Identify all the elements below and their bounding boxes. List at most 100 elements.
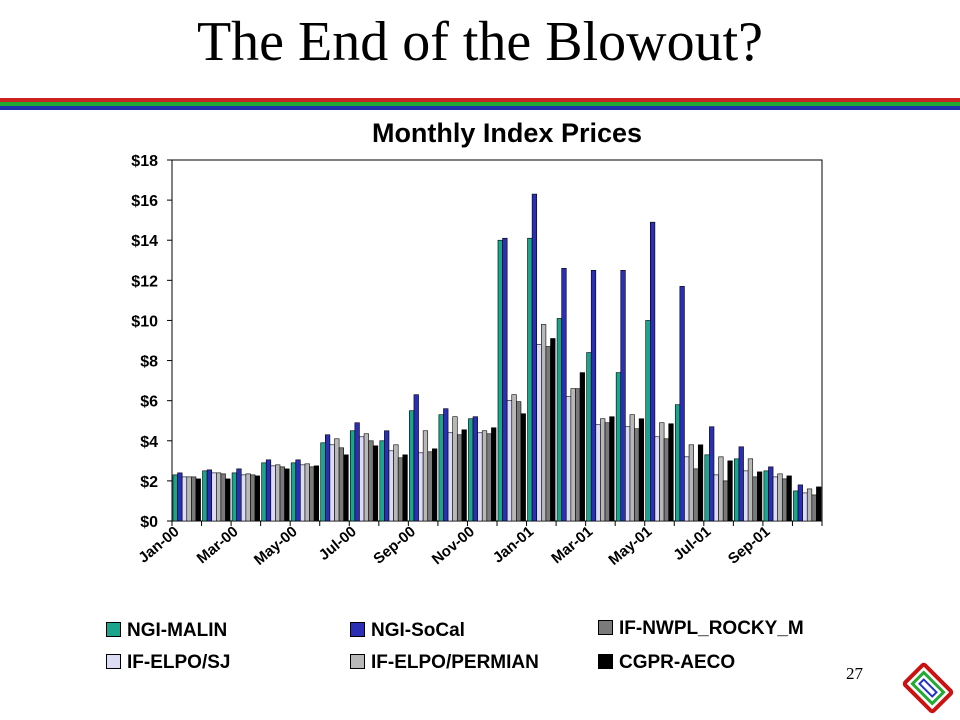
bar [343,454,349,522]
bar [359,436,365,522]
bar [520,413,526,522]
bar [461,429,467,522]
bar [240,474,247,522]
legend-label-cgpr-aeco: CGPR-AECO [619,652,736,673]
y-tick-label: $16 [131,193,158,210]
bar [816,486,822,522]
bar [772,476,778,522]
bar [427,451,433,522]
bar [265,459,272,522]
title-rule-blue [0,106,960,110]
bar [211,472,217,522]
bar [634,428,640,522]
bar [590,270,597,522]
bar [497,239,503,522]
bar [236,468,242,522]
bar [704,454,710,522]
bar [679,286,685,522]
bar [752,476,758,522]
y-tick-label: $6 [140,394,158,411]
bar [349,430,356,522]
bar [486,433,492,522]
legend-swatch-if-nwpl-rocky-m [598,619,613,635]
bar [304,463,310,522]
bar [254,475,260,522]
bar [275,464,281,522]
y-tick-label: $10 [131,313,158,330]
bar [468,418,474,522]
bar [186,476,192,522]
bar [418,452,424,522]
bar [456,434,463,522]
title-rule-red [0,98,960,102]
bar [654,436,660,522]
bar [472,416,478,522]
bar [309,466,315,522]
bar [363,433,369,522]
bar [279,466,285,522]
bar [384,430,390,522]
bar [177,472,183,522]
bar [172,474,178,522]
bar [738,446,744,522]
bar [802,492,808,522]
page-number: 27 [846,664,863,683]
x-tick-label: Sep-01 [725,523,774,568]
bar [575,388,581,522]
x-tick-label: Jan-01 [490,523,537,567]
bar [757,471,763,522]
bar [354,422,360,522]
bar-chart: Monthly Index Prices $0 $2 $4 $6 $8 $10 $12 $14 $… [131,118,823,569]
bar [743,470,749,522]
bar [693,468,699,522]
bar [290,462,297,522]
chart-title: Monthly Index Prices [372,118,642,148]
x-tick-label: Mar-01 [548,523,596,567]
legend-swatch-ngi-socal [350,621,365,637]
bar [713,474,719,522]
bar [313,465,320,522]
bar [684,456,690,522]
legend-label-if-elpo-permian: IF-ELPO/PERMIAN [371,652,539,673]
x-tick-label: Nov-00 [429,523,478,568]
bar [722,480,729,522]
x-tick-label: Sep-00 [370,523,419,568]
x-tick-label: Jul-01 [670,523,714,564]
bar [579,372,585,522]
bar [368,440,374,522]
bar [379,440,385,522]
bar [777,473,783,522]
y-tick-label: $12 [131,273,158,290]
bar [295,459,301,522]
bar [334,438,340,522]
legend-label-if-elpo-sj: IF-ELPO/SJ [127,652,231,673]
legend-item-if-elpo-permian: IF-ELPO/PERMIAN [350,652,539,674]
bar [270,465,276,522]
bar [324,434,331,522]
bar [413,394,419,522]
bar [649,221,656,522]
bar [516,401,522,522]
bar [629,414,635,522]
legend-label-ngi-socal: NGI-SoCal [371,620,465,641]
bar [284,468,290,522]
legend-swatch-if-elpo-sj [106,653,121,669]
legend-swatch-if-elpo-permian [350,653,365,669]
legend-item-if-nwpl-rocky-m: IF-NWPL_ROCKY_M [598,618,804,640]
bar [595,424,601,522]
bar [586,352,592,522]
y-tick-label: $2 [140,474,158,491]
bar [645,320,651,522]
bar [397,457,404,522]
bar [734,458,740,522]
bar [600,418,606,522]
y-tick-label: $14 [131,233,158,250]
legend-item-cgpr-aeco: CGPR-AECO [598,652,735,674]
bar [668,423,674,522]
legend-item-if-elpo-sj: IF-ELPO/SJ [106,652,230,674]
bar [195,478,201,522]
x-tick-label: May-01 [605,523,655,569]
bar [688,444,694,522]
legend-item-ngi-socal: NGI-SoCal [350,620,465,642]
bar [811,494,817,522]
